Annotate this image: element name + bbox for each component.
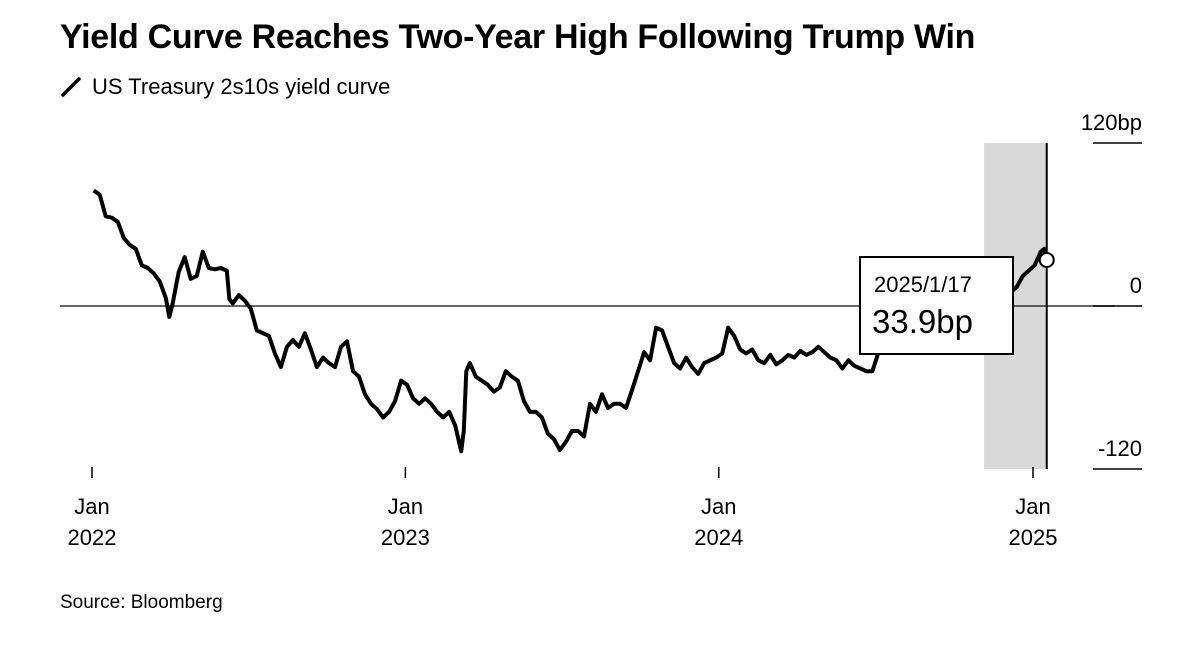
callout: 2025/1/17 33.9bp bbox=[859, 256, 1014, 355]
callout-date: 2025/1/17 bbox=[874, 272, 972, 297]
chart-title: Yield Curve Reaches Two-Year High Follow… bbox=[60, 18, 976, 56]
x-axis: Jan 2022 Jan 2023 Jan 2024 Jan 2025 bbox=[68, 467, 1058, 550]
x-tick-label-year: 2022 bbox=[68, 525, 117, 550]
legend-label: US Treasury 2s10s yield curve bbox=[92, 74, 391, 99]
y-axis: 120bp 0 -120 bbox=[1081, 110, 1142, 470]
highlight-marker[interactable] bbox=[1038, 251, 1055, 268]
y-tick-label: 0 bbox=[1130, 273, 1142, 298]
y-tick-label: -120 bbox=[1098, 436, 1142, 461]
legend: US Treasury 2s10s yield curve bbox=[60, 74, 390, 100]
x-tick-label-month: Jan bbox=[388, 494, 423, 519]
x-tick-label-year: 2025 bbox=[1009, 525, 1058, 550]
line-swatch-icon bbox=[61, 77, 81, 97]
callout-box bbox=[859, 256, 1014, 355]
y-tick-label: 120bp bbox=[1081, 110, 1142, 135]
callout-value: 33.9bp bbox=[872, 303, 973, 340]
x-tick-label-month: Jan bbox=[1015, 494, 1050, 519]
x-tick-label-month: Jan bbox=[701, 494, 736, 519]
x-tick-label-year: 2024 bbox=[694, 525, 743, 550]
source-note: Source: Bloomberg bbox=[60, 592, 223, 613]
x-tick-label-month: Jan bbox=[74, 494, 109, 519]
x-tick-label-year: 2023 bbox=[381, 525, 430, 550]
